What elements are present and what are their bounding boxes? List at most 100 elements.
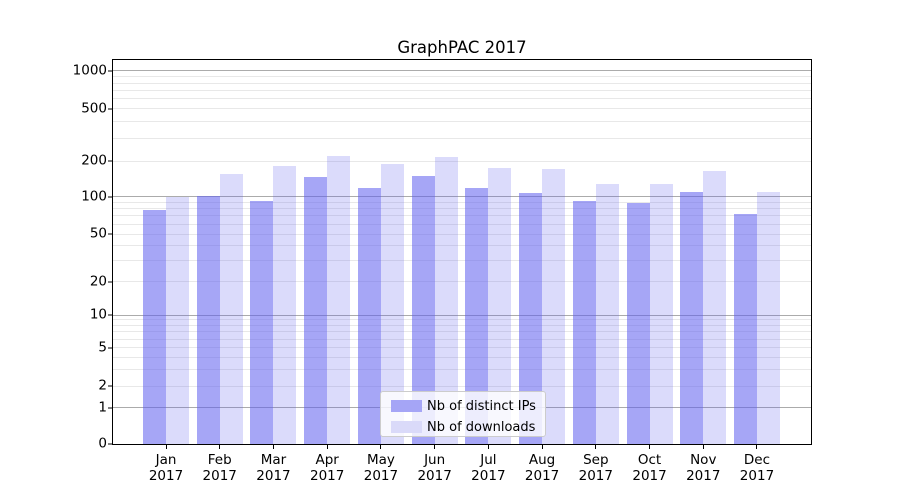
legend-item-downloads: Nb of downloads [391,419,537,435]
y-tick-label: 500 [81,99,107,116]
minor-gridline [113,120,811,122]
y-tick-label: 0 [98,435,107,452]
bar-downloads-oct [649,183,673,444]
minor-gridline [113,338,811,340]
x-tick-mark [219,445,221,449]
x-axis-labels: Jan 2017 Feb 2017 Mar 2017 Apr 2017 May 2017 Jun 20… [112,452,812,492]
bar-downloads-jun [434,157,458,444]
y-tick-mark [108,281,112,283]
bar-downloads-nov [703,170,727,444]
y-tick-mark [108,196,112,198]
bar-downloads-aug [542,169,566,444]
y-tick-label: 200 [81,152,107,169]
minor-gridline [113,356,811,358]
y-tick-mark [108,443,112,445]
bar-downloads-may [380,163,404,444]
y-tick-mark [108,407,112,409]
legend: Nb of distinct IPs Nb of downloads [380,391,546,437]
x-tick-label: Sep 2017 [578,452,613,484]
y-tick-mark [108,385,112,387]
bar-downloads-sep [595,183,619,444]
x-tick-mark [756,445,758,449]
minor-gridline [113,201,811,203]
minor-gridline [113,331,811,333]
y-axis-labels: 0 1 2 5 10 20 50 100 200 500 1000 [0,59,107,450]
x-tick-mark [434,445,436,449]
legend-item-distinct-ips: Nb of distinct IPs [391,398,537,414]
x-tick-label: Feb 2017 [202,452,237,484]
minor-gridline [113,82,811,84]
y-axis-ticks [108,59,112,445]
x-tick-label: Apr 2017 [309,452,345,484]
y-tick-label: 2 [98,377,107,394]
bar-distinct-ips-feb [196,196,220,444]
legend-swatch-distinct-ips [391,400,422,412]
minor-gridline [113,368,811,370]
minor-gridline [113,233,811,235]
x-tick-label: Jan 2017 [148,452,184,484]
y-tick-mark [108,347,112,349]
minor-gridline [113,208,811,210]
x-tick-label: Nov 2017 [686,452,721,484]
minor-gridline [113,325,811,327]
bar-downloads-mar [273,166,297,444]
chart-title: GraphPAC 2017 [397,38,527,57]
y-tick-mark [108,233,112,235]
major-gridline [113,70,811,72]
plot-area: Nb of distinct IPs Nb of downloads [112,59,812,445]
y-tick-mark [108,314,112,316]
y-tick-mark [108,70,112,72]
bar-downloads-jan [166,196,189,444]
legend-label-downloads: Nb of downloads [427,419,536,435]
bar-distinct-ips-may [357,187,381,444]
y-tick-label: 50 [89,225,107,242]
bar-downloads-dec [756,192,780,444]
bar-downloads-jul [488,168,512,444]
x-tick-label: Mar 2017 [256,452,291,484]
bar-distinct-ips-sep [572,201,596,444]
minor-gridline [113,137,811,139]
y-tick-label: 1 [98,399,107,416]
bar-distinct-ips-oct [626,202,650,444]
x-axis-ticks [112,445,812,450]
bar-downloads-feb [219,174,243,444]
bar-distinct-ips-aug [519,192,543,444]
bar-distinct-ips-dec [733,213,757,444]
x-tick-mark [702,445,704,449]
x-tick-mark [541,445,543,449]
x-tick-label: Aug 2017 [524,452,560,484]
minor-gridline [113,98,811,100]
x-tick-mark [595,445,597,449]
x-tick-mark [326,445,328,449]
minor-gridline [113,245,811,247]
y-tick-label: 1000 [72,62,107,79]
x-tick-mark [165,445,167,449]
bar-distinct-ips-jul [465,188,489,444]
minor-gridline [113,385,811,387]
x-tick-mark [487,445,489,449]
legend-swatch-downloads [391,421,422,433]
bar-distinct-ips-jan [143,210,166,444]
minor-gridline [113,223,811,225]
minor-gridline [113,281,811,283]
legend-label-distinct-ips: Nb of distinct IPs [427,398,536,414]
bar-distinct-ips-mar [250,200,274,444]
bar-downloads-apr [327,155,351,444]
minor-gridline [113,108,811,110]
x-tick-mark [272,445,274,449]
minor-gridline [113,76,811,78]
minor-gridline [113,215,811,217]
x-tick-label: May 2017 [363,452,399,484]
minor-gridline [113,160,811,162]
x-tick-label: Jun 2017 [417,452,452,484]
major-gridline [113,196,811,198]
y-tick-mark [108,160,112,162]
minor-gridline [113,89,811,91]
x-tick-label: Jul 2017 [471,452,506,484]
y-tick-label: 5 [98,338,107,355]
x-tick-label: Dec 2017 [739,452,775,484]
y-tick-label: 20 [89,272,107,289]
x-tick-label: Oct 2017 [632,452,667,484]
major-gridline [113,314,811,316]
